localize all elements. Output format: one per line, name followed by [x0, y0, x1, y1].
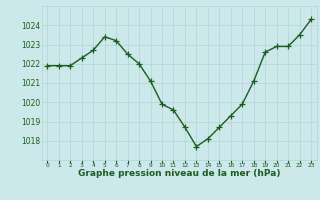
X-axis label: Graphe pression niveau de la mer (hPa): Graphe pression niveau de la mer (hPa)	[78, 169, 280, 178]
